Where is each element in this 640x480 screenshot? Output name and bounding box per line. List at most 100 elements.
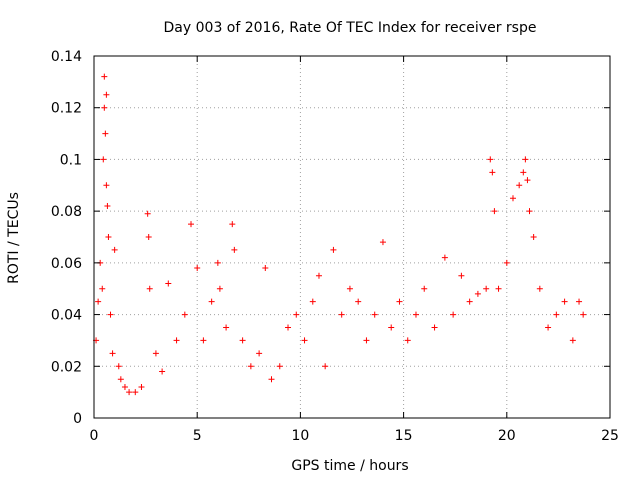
data-point (102, 130, 109, 137)
data-point (301, 337, 308, 344)
data-point (315, 272, 322, 279)
data-point (99, 285, 106, 292)
y-tick-label: 0.04 (51, 308, 82, 324)
data-point (379, 239, 386, 246)
data-point (231, 246, 238, 253)
data-point (516, 182, 523, 189)
data-point (431, 324, 438, 331)
data-point (285, 324, 292, 331)
data-point (104, 202, 111, 209)
data-point (450, 311, 457, 318)
data-point (412, 311, 419, 318)
data-point (132, 389, 139, 396)
data-point (293, 311, 300, 318)
data-point (100, 156, 107, 163)
data-point (458, 272, 465, 279)
chart-title: Day 003 of 2016, Rate Of TEC Index for r… (164, 20, 537, 36)
data-point (194, 265, 201, 272)
x-tick-label: 25 (601, 428, 619, 444)
plot-frame (93, 55, 611, 419)
data-point (223, 324, 230, 331)
data-point (103, 182, 110, 189)
data-point (491, 208, 498, 215)
data-point (355, 298, 362, 305)
data-point (530, 234, 537, 240)
data-point (421, 285, 428, 292)
y-tick-label: 0.06 (51, 256, 82, 272)
data-point (509, 195, 516, 202)
data-point (522, 156, 529, 163)
y-tick-label: 0.02 (51, 359, 82, 375)
data-point (216, 285, 223, 292)
data-point (121, 383, 128, 390)
data-point (256, 350, 263, 357)
data-point (208, 298, 215, 305)
x-tick-label: 0 (90, 428, 99, 444)
data-point (487, 156, 494, 163)
data-point (322, 363, 329, 370)
data-point (441, 254, 448, 261)
data-point (103, 91, 110, 98)
data-point (247, 363, 254, 370)
y-axis-label: ROTI / TECUs (6, 192, 22, 284)
data-point (483, 285, 490, 292)
data-point (346, 285, 353, 292)
data-point (111, 246, 118, 253)
x-axis-label: GPS time / hours (291, 458, 408, 474)
data-point (181, 311, 188, 318)
data-point (363, 337, 370, 344)
y-tick-label: 0.12 (51, 101, 82, 117)
data-point (101, 73, 108, 80)
data-point (569, 337, 576, 344)
data-point (580, 311, 587, 318)
data-point (330, 246, 337, 253)
data-point (561, 298, 568, 305)
data-point (173, 337, 180, 344)
data-point (165, 280, 172, 287)
data-point (144, 210, 151, 217)
data-point (371, 311, 378, 318)
data-point (152, 350, 159, 357)
data-point (388, 324, 395, 331)
data-point (474, 290, 481, 297)
data-point (536, 285, 543, 292)
x-tick-label: 20 (498, 428, 516, 444)
data-point (146, 285, 153, 292)
y-tick-label: 0.14 (51, 49, 82, 65)
data-point (268, 376, 275, 383)
data-point (309, 298, 316, 305)
data-points (93, 73, 587, 396)
data-point (115, 363, 122, 370)
data-point (545, 324, 552, 331)
data-point (109, 350, 116, 357)
x-tick-label: 5 (193, 428, 202, 444)
data-point (576, 298, 583, 305)
data-point (107, 311, 114, 318)
data-point (466, 298, 473, 305)
data-point (338, 311, 345, 318)
x-tick-label: 15 (395, 428, 413, 444)
data-point (159, 368, 166, 375)
data-point (101, 104, 108, 111)
data-point (214, 259, 221, 266)
data-point (489, 169, 496, 176)
data-point (495, 285, 502, 292)
data-point (117, 376, 124, 383)
y-tick-label: 0.1 (60, 152, 82, 168)
data-point (524, 177, 531, 184)
axis-tick-labels: 0 5 10 15 20 25 0 0.02 0.04 0.06 0.08 0.1 0.12 0.14 (51, 49, 619, 444)
x-tick-label: 10 (291, 428, 309, 444)
y-tick-label: 0 (73, 411, 82, 427)
data-point (239, 337, 246, 344)
data-point (138, 383, 145, 390)
data-point (553, 311, 560, 318)
data-point (276, 363, 283, 370)
data-point (520, 169, 527, 176)
data-point (262, 265, 269, 272)
y-tick-label: 0.08 (51, 204, 82, 220)
data-point (145, 234, 152, 240)
data-point (95, 298, 102, 305)
data-point (105, 234, 112, 240)
data-point (229, 221, 236, 228)
